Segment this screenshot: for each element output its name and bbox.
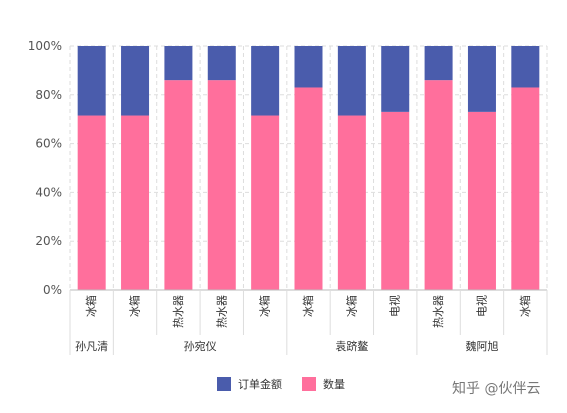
x-group-label: 孙凡清: [75, 340, 108, 353]
bar-segment: [294, 46, 323, 88]
bar-segment: [121, 46, 150, 116]
bar-segment: [337, 115, 366, 290]
bar-segment: [207, 80, 236, 290]
x-category-label: 热水器: [432, 295, 445, 328]
bar-segment: [424, 46, 453, 81]
bar-segment: [77, 115, 106, 290]
x-category-label: 热水器: [172, 295, 185, 328]
bar-segment: [424, 80, 453, 290]
x-category-label: 电视: [474, 295, 488, 317]
x-category-label: 冰箱: [344, 295, 358, 317]
bar-segment: [251, 46, 280, 116]
bars: [77, 46, 540, 290]
x-group-labels: 孙凡清 孙宛仪 袁跻鳌 魏阿旭: [75, 339, 498, 353]
x-category-label: 冰箱: [518, 295, 532, 317]
x-category-label: 热水器: [215, 295, 228, 328]
y-tick-label: 100%: [28, 39, 62, 53]
x-category-label: 冰箱: [128, 295, 142, 317]
bar-segment: [251, 115, 280, 290]
bar-segment: [467, 111, 496, 290]
legend-label: 数量: [323, 378, 345, 391]
y-tick-label: 40%: [35, 185, 62, 199]
bar-segment: [207, 46, 236, 81]
legend-swatch: [217, 377, 231, 391]
x-category-label: 冰箱: [84, 295, 98, 317]
x-category-labels: 冰箱 冰箱 热水器 热水器 冰箱 冰箱 冰箱 电视 热水器 电视 冰箱: [84, 295, 532, 328]
x-group-label: 袁跻鳌: [335, 339, 368, 353]
y-tick-label: 60%: [35, 137, 62, 151]
x-group-label: 魏阿旭: [465, 339, 498, 353]
bar-segment: [294, 87, 323, 290]
legend-swatch: [302, 377, 316, 391]
y-tick-label: 20%: [35, 234, 62, 248]
legend: 订单金额 数量: [217, 377, 345, 391]
bar-segment: [164, 80, 193, 290]
bar-segment: [164, 46, 193, 81]
bar-segment: [381, 46, 410, 112]
bar-segment: [381, 111, 410, 290]
y-tick-labels: 0% 20% 40% 60% 80% 100%: [28, 39, 62, 297]
legend-label: 订单金额: [238, 377, 282, 391]
bar-segment: [511, 87, 540, 290]
bar-segment: [337, 46, 366, 116]
y-tick-label: 0%: [43, 283, 62, 297]
x-category-label: 电视: [388, 295, 402, 317]
y-tick-label: 80%: [35, 88, 62, 102]
bar-segment: [121, 115, 150, 290]
bar-segment: [467, 46, 496, 112]
axes: [69, 289, 548, 355]
x-category-label: 冰箱: [258, 295, 272, 317]
bar-segment: [77, 46, 106, 116]
x-group-label: 孙宛仪: [184, 339, 217, 353]
bar-segment: [511, 46, 540, 88]
watermark: 知乎 @伙伴云: [452, 380, 540, 397]
x-category-label: 冰箱: [301, 295, 315, 317]
